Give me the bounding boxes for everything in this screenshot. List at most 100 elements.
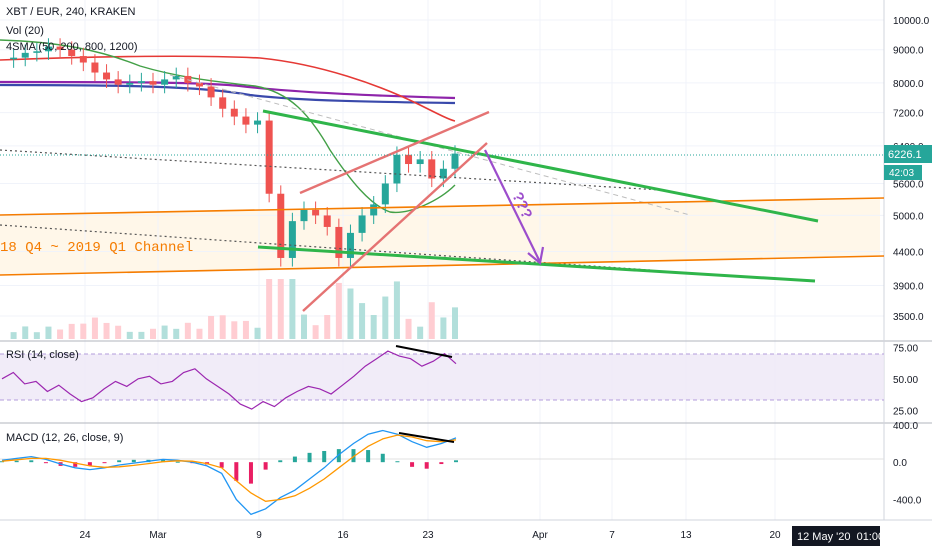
candle-body — [358, 215, 366, 233]
macd-histogram-bar — [29, 460, 34, 463]
vol-legend[interactable]: Vol (20) — [6, 25, 44, 37]
volume-bar — [382, 296, 389, 339]
date-badge-text: 12 May '20 01:00 — [797, 531, 884, 543]
volume-bar — [428, 302, 435, 339]
price-tick-label: 3900.0 — [893, 281, 924, 292]
macd-histogram-bar — [263, 462, 268, 470]
price-tick-label: 3500.0 — [893, 312, 924, 323]
time-tick-label: Apr — [532, 530, 548, 541]
volume-bar — [289, 279, 296, 339]
volume-bar — [80, 323, 87, 339]
green-support-line — [257, 245, 816, 283]
macd-tick-label: 400.0 — [893, 421, 918, 432]
time-tick-label: Mar — [149, 530, 167, 541]
green-resistance-line — [262, 109, 819, 223]
volume-bar — [393, 281, 400, 339]
volume-bar — [161, 325, 168, 339]
candle-body — [68, 49, 76, 57]
candle-body — [149, 81, 157, 85]
price-tick-label: 9000.0 — [893, 46, 924, 57]
macd-histogram-bar — [307, 452, 312, 463]
rsi-band — [0, 354, 884, 400]
price-tick-label: 10000.0 — [893, 16, 930, 27]
rsi-tick-label: 50.00 — [893, 375, 918, 386]
macd-histogram-bar — [439, 462, 444, 465]
candle-body — [33, 51, 41, 53]
macd-histogram-bar — [424, 462, 429, 469]
macd-histogram-bar — [380, 453, 385, 463]
wedge-upper-line — [299, 110, 490, 195]
candlesticks — [10, 38, 459, 267]
candle-body — [44, 46, 52, 52]
macd-histogram-bar — [336, 449, 341, 463]
candle-body — [370, 204, 378, 216]
macd-histogram-bar — [351, 449, 356, 463]
price-tag: 6226.1 42:03 — [884, 145, 932, 180]
candle-body — [126, 82, 134, 85]
time-tick-label: 23 — [422, 530, 434, 541]
macd-histogram-bar — [73, 462, 78, 467]
macd-histogram-bar — [87, 462, 92, 466]
candle-body — [300, 209, 308, 222]
macd-histogram-bar — [117, 460, 122, 463]
candle-body — [172, 75, 180, 80]
rsi-tick-label: 25.00 — [893, 406, 918, 417]
candle-body — [137, 81, 145, 83]
time-tick-label: 7 — [609, 530, 615, 541]
rsi-axis: 25.00 50.00 75.00 — [893, 343, 918, 417]
candle-body — [439, 168, 447, 179]
candle-body — [381, 183, 389, 205]
signal-line — [1, 434, 457, 502]
candle-body — [451, 153, 459, 169]
volume-bar — [57, 329, 64, 339]
volume-bar — [359, 303, 366, 339]
macd-histogram-bar — [248, 462, 253, 484]
macd-histogram-bar — [0, 461, 4, 463]
macd-histogram-bar — [131, 459, 136, 463]
volume-bar — [68, 323, 75, 339]
candle-body — [21, 52, 29, 58]
candle-body — [10, 57, 18, 60]
time-tick-label: 24 — [79, 530, 91, 541]
macd-legend[interactable]: MACD (12, 26, close, 9) — [6, 432, 123, 444]
volume-bar — [231, 321, 238, 339]
time-tick-label: 13 — [680, 530, 692, 541]
candle-body — [265, 120, 273, 194]
volume-bars — [10, 279, 458, 339]
volume-bar — [184, 322, 191, 339]
dotted-trendline-lower — [0, 224, 651, 271]
rsi-legend[interactable]: RSI (14, close) — [6, 349, 79, 361]
candle-body — [91, 62, 99, 73]
price-tick-label: 5600.0 — [893, 179, 924, 190]
wedge-lower-line — [302, 142, 488, 312]
sma-legend[interactable]: 4SMA (50, 200, 800, 1200) — [6, 41, 137, 53]
volume-bar — [301, 314, 307, 339]
candle-body — [219, 97, 227, 109]
macd-divergence-line — [398, 432, 455, 443]
price-tick-label: 4400.0 — [893, 247, 924, 258]
channel-upper-line — [0, 197, 885, 216]
channel-lower-line — [0, 255, 885, 276]
projection-arrow — [484, 149, 545, 266]
volume-bar — [452, 307, 458, 339]
channel-fill — [0, 198, 880, 275]
candle-body — [161, 79, 169, 85]
candle-body — [335, 226, 343, 258]
macd-histogram-bar — [292, 456, 297, 463]
candle-body — [207, 86, 215, 98]
volume-bar — [324, 315, 331, 339]
macd-histogram-bar — [161, 459, 166, 463]
volume-bar — [254, 327, 261, 339]
time-tick-label: 16 — [337, 530, 349, 541]
time-tick-label: 20 — [769, 530, 781, 541]
candle-body — [79, 56, 87, 63]
volume-bar — [417, 326, 424, 339]
volume-bar — [335, 282, 342, 339]
candle-body — [254, 120, 262, 125]
volume-bar — [312, 325, 319, 339]
candle-body — [242, 116, 250, 125]
symbol-title[interactable]: XBT / EUR, 240, KRAKEN — [6, 6, 135, 18]
macd-histogram-bar — [234, 462, 239, 481]
volume-bar — [22, 326, 29, 339]
